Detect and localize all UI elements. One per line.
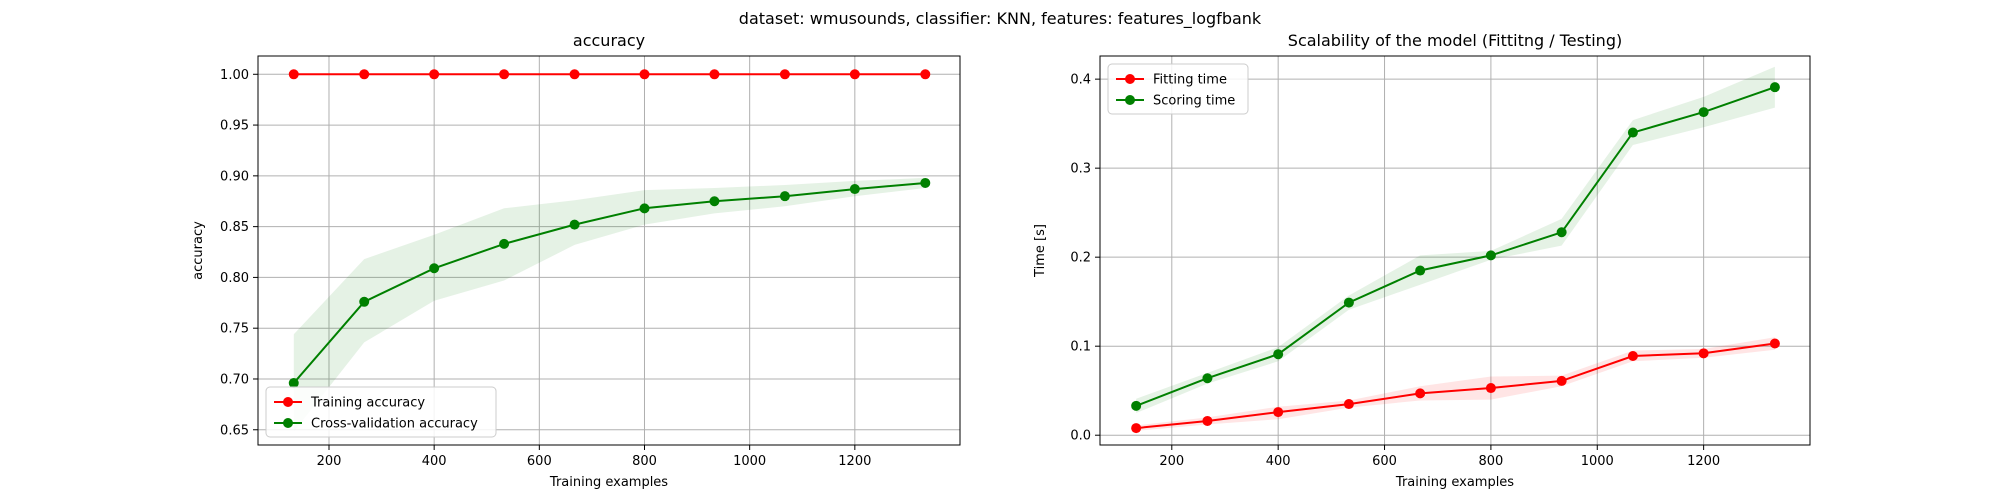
x-tick-label: 200 — [317, 454, 342, 469]
plots: 200 400 600 800 1000 1200 0.65 0.70 0.75 0.80 0.85… — [191, 31, 1811, 490]
data-point — [1343, 297, 1354, 308]
x-tick-label: 400 — [1266, 454, 1291, 469]
legend-label: Training accuracy — [310, 396, 425, 411]
data-point — [288, 69, 299, 80]
data-point — [639, 203, 650, 214]
data-point — [779, 69, 790, 80]
data-point — [1627, 350, 1638, 361]
x-tick-label: 800 — [1478, 454, 1503, 469]
y-tick-label: 0.90 — [220, 169, 249, 184]
data-point — [1273, 407, 1284, 418]
y-tick-label: 0.70 — [220, 372, 249, 387]
series-line-1 — [1136, 342, 1776, 430]
data-point — [779, 191, 790, 202]
x-axis-label: Training examples — [1395, 475, 1514, 490]
x-axis-label: Training examples — [549, 475, 668, 490]
legend-marker — [283, 418, 293, 428]
data-point — [1556, 227, 1567, 238]
legend: Training accuracy Cross-validation accura… — [265, 386, 497, 438]
data-point — [499, 69, 510, 80]
data-point — [1769, 338, 1780, 349]
x-tick-label: 800 — [632, 454, 657, 469]
data-point — [1698, 107, 1709, 118]
data-point — [1131, 423, 1142, 434]
data-point — [1485, 383, 1496, 394]
legend-label: Cross-validation accuracy — [311, 417, 478, 432]
data-point — [1415, 388, 1426, 399]
x-tick-label: 200 — [1159, 454, 1184, 469]
data-point — [920, 177, 931, 188]
subplot-title: accuracy — [573, 31, 645, 50]
data-point — [569, 69, 580, 80]
y-axis-label: Time [s] — [1033, 224, 1048, 278]
data-point — [849, 184, 860, 195]
y-tick-label: 0.2 — [1070, 251, 1091, 266]
legend-box — [265, 386, 497, 438]
legend: Fitting time Scoring time — [1107, 63, 1249, 115]
series-line-2 — [1135, 86, 1776, 407]
legend-label: Scoring time — [1153, 94, 1235, 109]
data-point — [1202, 415, 1213, 426]
y-tick-label: 0.80 — [220, 271, 249, 286]
y-tick-label: 1.00 — [220, 68, 249, 83]
data-point — [1556, 375, 1567, 386]
subplot-1: 200 400 600 800 1000 1200 0.65 0.70 0.75 0.80 0.85… — [191, 31, 961, 490]
y-tick-label: 0.95 — [220, 119, 249, 134]
legend-marker — [283, 397, 293, 407]
confidence-band-1 — [1136, 337, 1775, 431]
data-point — [359, 69, 370, 80]
y-tick-label: 0.1 — [1070, 340, 1091, 355]
subplot-title: Scalability of the model (Fittitng / Tes… — [1288, 31, 1622, 50]
data-point — [288, 378, 299, 389]
series-line-2 — [293, 182, 926, 384]
data-point — [1273, 349, 1284, 360]
data-point — [429, 263, 440, 274]
data-point — [359, 296, 370, 307]
data-point — [849, 69, 860, 80]
data-point — [1343, 399, 1354, 410]
data-point — [429, 69, 440, 80]
x-tick-label: 1200 — [838, 454, 871, 469]
data-point — [709, 196, 720, 207]
x-tick-label: 400 — [422, 454, 447, 469]
y-tick-label: 0.75 — [220, 322, 249, 337]
axes-frame — [257, 55, 961, 446]
y-tick-label: 0.3 — [1070, 162, 1091, 177]
data-point — [1202, 373, 1213, 384]
y-tick-label: 0.4 — [1070, 73, 1091, 88]
data-point — [1627, 127, 1638, 138]
figure-suptitle: dataset: wmusounds, classifier: KNN, fea… — [739, 9, 1262, 29]
x-tick-label: 1000 — [733, 454, 766, 469]
data-point — [1415, 265, 1426, 276]
x-tick-label: 1200 — [1687, 454, 1720, 469]
legend-marker — [1125, 95, 1135, 105]
data-point — [1485, 250, 1496, 261]
x-tick-label: 1000 — [1581, 454, 1614, 469]
data-point — [1769, 82, 1780, 93]
y-tick-label: 0.65 — [220, 423, 249, 438]
subplot-2: 200 400 600 800 1000 1200 0.0 0.1 0.2 0.3 0.4 Scala… — [1033, 31, 1811, 490]
confidence-band-2 — [1136, 66, 1775, 413]
x-tick-label: 600 — [527, 454, 552, 469]
y-tick-label: 0.85 — [220, 220, 249, 235]
data-point — [920, 69, 931, 80]
data-point — [639, 69, 650, 80]
data-point — [1698, 348, 1709, 359]
legend-box — [1107, 63, 1249, 115]
y-tick-label: 0.0 — [1070, 429, 1091, 444]
y-axis-label: accuracy — [191, 221, 206, 280]
axes-frame — [1099, 55, 1811, 446]
legend-marker — [1125, 74, 1135, 84]
data-point — [709, 69, 720, 80]
legend-label: Fitting time — [1153, 73, 1227, 88]
confidence-band-2 — [293, 177, 926, 432]
data-point — [569, 219, 580, 230]
x-tick-label: 600 — [1372, 454, 1397, 469]
data-point — [499, 238, 510, 249]
data-point — [1131, 400, 1142, 411]
